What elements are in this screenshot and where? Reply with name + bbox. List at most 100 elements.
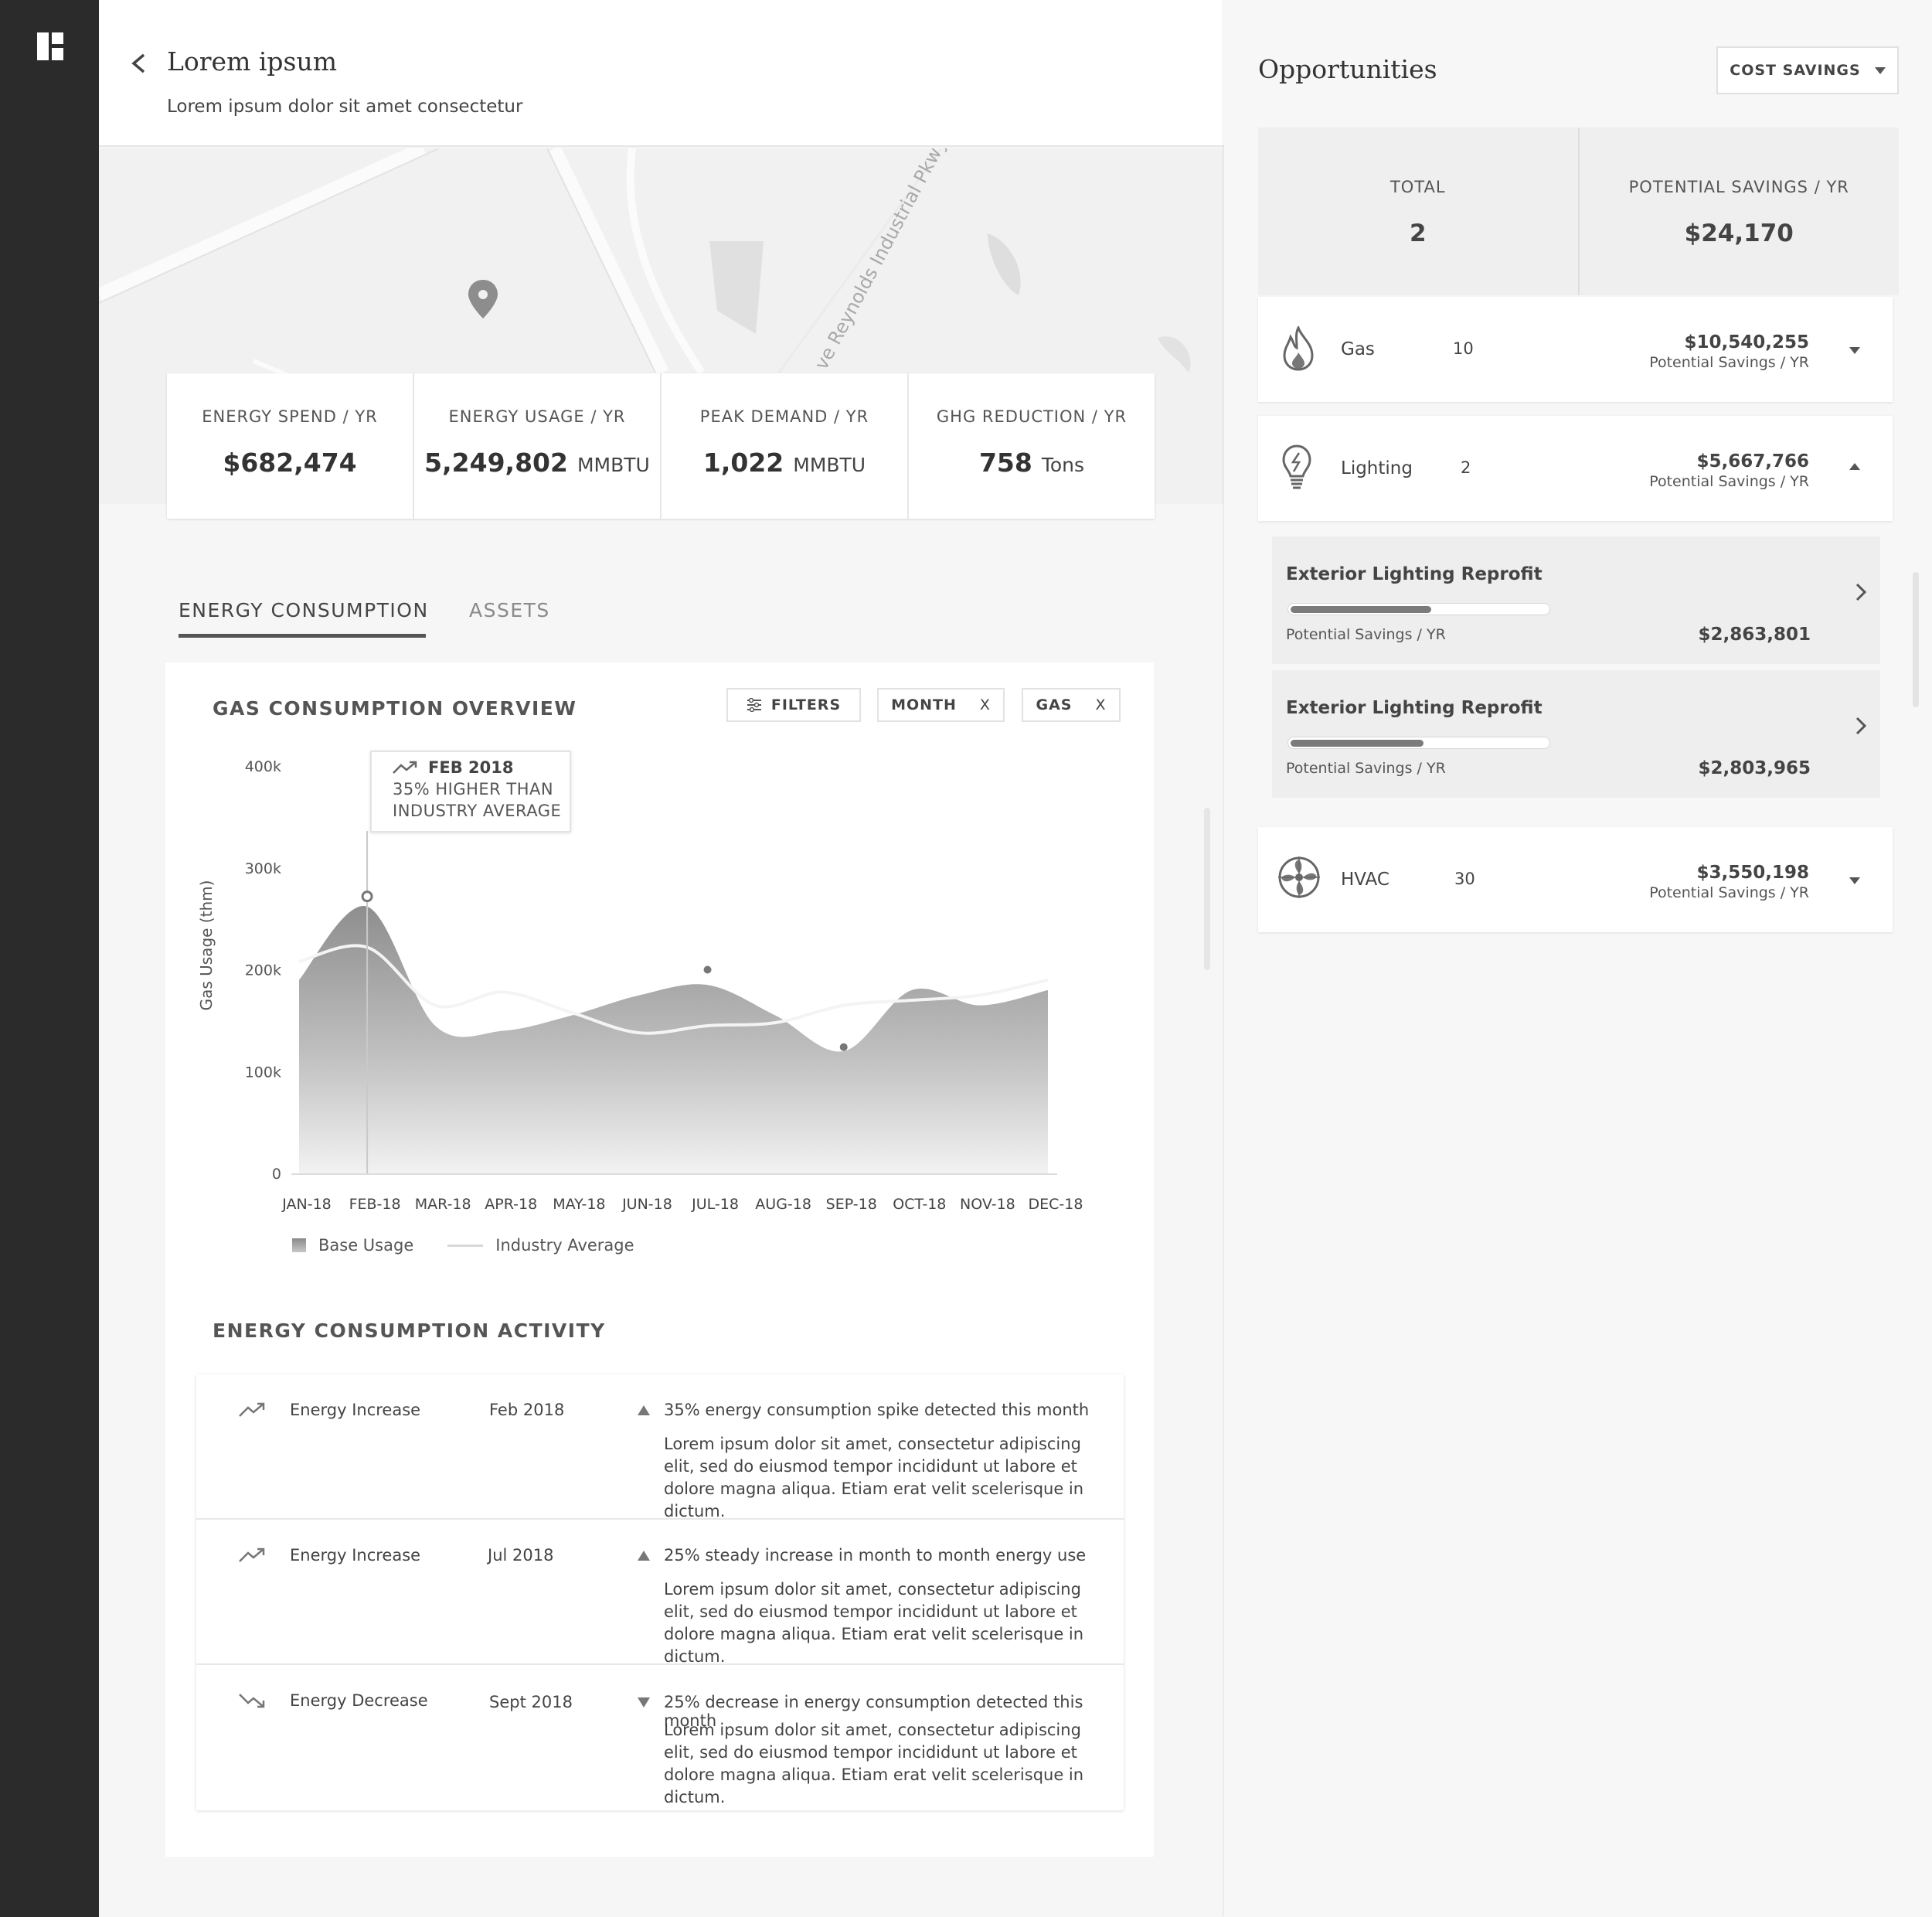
x-tick-label: OCT-18	[893, 1196, 946, 1213]
activity-type: Energy Decrease	[290, 1691, 428, 1710]
activity-description: Lorem ipsum dolor sit amet, consectetur …	[664, 1721, 1084, 1806]
total-value: 2	[1409, 220, 1427, 247]
total-savings: POTENTIAL SAVINGS / YR $24,170	[1577, 128, 1900, 295]
trend-up-icon	[239, 1548, 265, 1562]
lighting-sub-item[interactable]: Exterior Lighting Reprofit Potential Sav…	[1272, 536, 1880, 664]
stat-value: 5,249,802 MMBTU	[424, 448, 650, 478]
activity-date: Jul 2018	[488, 1546, 554, 1565]
opportunity-amount: $3,550,198	[1696, 863, 1809, 883]
filters-button[interactable]: FILTERS	[726, 688, 861, 722]
activity-row[interactable]: Energy Increase Jul 2018 25% steady incr…	[196, 1520, 1124, 1666]
total-label: POTENTIAL SAVINGS / YR	[1628, 178, 1849, 196]
savings-progress-fill	[1291, 740, 1423, 747]
legend-swatch-base-usage	[292, 1238, 306, 1252]
stat-value: $682,474	[223, 448, 357, 478]
active-tab-underline	[179, 634, 426, 638]
y-tick-label: 300k	[245, 860, 281, 877]
stat-label: PEAK DEMAND / YR	[699, 407, 869, 426]
sub-item-title: Exterior Lighting Reprofit	[1286, 564, 1543, 584]
stat-value: 1,022 MMBTU	[702, 448, 866, 478]
sub-item-label: Potential Savings / YR	[1286, 760, 1446, 777]
page-title: Lorem ipsum	[167, 46, 338, 77]
back-arrow-icon[interactable]	[130, 53, 147, 74]
stat-label: ENERGY SPEND / YR	[202, 407, 378, 426]
main-scrollbar[interactable]	[1204, 808, 1210, 970]
total-value: $24,170	[1684, 220, 1794, 247]
activity-headline: 35% energy consumption spike detected th…	[664, 1401, 1090, 1419]
filter-chip-gas[interactable]: GAS X	[1022, 688, 1121, 722]
sub-item-label: Potential Savings / YR	[1286, 626, 1446, 643]
caret-down-icon	[1874, 66, 1886, 74]
cost-savings-dropdown[interactable]: COST SAVINGS	[1716, 46, 1899, 94]
trend-up-icon	[239, 1402, 265, 1417]
filter-chip-month[interactable]: MONTH X	[877, 688, 1005, 722]
x-tick-label: DEC-18	[1029, 1196, 1083, 1213]
tab-energy-consumption[interactable]: ENERGY CONSUMPTION	[179, 599, 429, 621]
opportunity-row-hvac[interactable]: HVAC 30 $3,550,198 Potential Savings / Y…	[1258, 827, 1893, 932]
chart-tooltip: FEB 2018 35% HIGHER THAN INDUSTRY AVERAG…	[370, 751, 571, 833]
flame-icon	[1283, 326, 1314, 371]
chart-legend: Base Usage Industry Average	[292, 1236, 634, 1255]
trend-up-icon	[393, 761, 417, 774]
x-tick-label: FEB-18	[349, 1196, 401, 1213]
dashboard-logo-icon[interactable]	[37, 32, 63, 60]
chart-highlight-point[interactable]	[703, 965, 712, 974]
total-count: TOTAL 2	[1258, 128, 1578, 295]
chip-close-icon[interactable]: X	[1095, 696, 1107, 713]
stat-value: 758 Tons	[978, 448, 1085, 478]
trend-down-icon	[239, 1694, 265, 1708]
sub-item-value: $2,803,965	[1698, 758, 1811, 778]
opportunity-amount: $10,540,255	[1684, 332, 1809, 352]
chevron-right-icon[interactable]	[1855, 717, 1866, 735]
stat-card-energy-usage: ENERGY USAGE / YR 5,249,802 MMBTU	[414, 373, 662, 519]
lighting-sub-item[interactable]: Exterior Lighting Reprofit Potential Sav…	[1272, 670, 1880, 798]
caret-up-icon	[638, 1405, 650, 1415]
savings-progress-bar	[1287, 603, 1550, 615]
collapse-caret-up-icon[interactable]	[1849, 463, 1860, 470]
gas-consumption-chart: 0 100k 200k 300k 400k JAN-18 FEB-18 MAR-18 APR-…	[197, 758, 1083, 1213]
activity-date: Feb 2018	[489, 1401, 565, 1419]
right-scrollbar[interactable]	[1913, 572, 1919, 707]
tab-assets[interactable]: ASSETS	[469, 599, 550, 621]
tooltip-line-2: INDUSTRY AVERAGE	[393, 802, 562, 820]
page-subtitle: Lorem ipsum dolor sit amet consectetur	[167, 97, 523, 117]
opportunity-amount-label: Potential Savings / YR	[1649, 884, 1809, 901]
expand-caret-down-icon[interactable]	[1849, 877, 1860, 884]
activity-date: Sept 2018	[489, 1693, 573, 1711]
opportunity-row-lighting[interactable]: Lighting 2 $5,667,766 Potential Savings …	[1258, 416, 1893, 521]
stat-label: GHG REDUCTION / YR	[936, 407, 1128, 426]
x-tick-label: APR-18	[485, 1196, 537, 1213]
base-usage-area	[299, 906, 1048, 1173]
opportunity-name: Gas	[1341, 339, 1375, 359]
stat-card-ghg-reduction: GHG REDUCTION / YR 758 Tons	[909, 373, 1155, 519]
activity-description: Lorem ipsum dolor sit amet, consectetur …	[664, 1580, 1084, 1666]
industry-average-line	[298, 944, 1049, 1035]
x-tick-label: JUN-18	[621, 1196, 672, 1213]
y-tick-label: 400k	[245, 758, 281, 775]
legend-swatch-industry-average	[447, 1244, 484, 1247]
opportunity-count: 10	[1453, 339, 1474, 358]
opportunity-amount-label: Potential Savings / YR	[1649, 473, 1809, 490]
opportunity-row-gas[interactable]: Gas 10 $10,540,255 Potential Savings / Y…	[1258, 297, 1893, 402]
chart-highlight-point[interactable]	[361, 890, 373, 903]
savings-progress-fill	[1291, 606, 1431, 613]
tooltip-line-1: 35% HIGHER THAN	[393, 780, 554, 798]
chevron-right-icon[interactable]	[1855, 583, 1866, 601]
expand-caret-down-icon[interactable]	[1849, 347, 1860, 354]
x-tick-label: MAR-18	[415, 1196, 471, 1213]
map-pin-icon[interactable]	[468, 280, 498, 318]
stat-unit: MMBTU	[577, 454, 650, 476]
sub-item-value: $2,863,801	[1698, 625, 1811, 645]
chart-highlight-point[interactable]	[839, 1043, 848, 1051]
opportunity-amount-label: Potential Savings / YR	[1649, 354, 1809, 371]
chip-close-icon[interactable]: X	[979, 696, 991, 713]
savings-progress-bar	[1287, 737, 1550, 749]
opportunities-title: Opportunities	[1258, 54, 1437, 84]
activity-row[interactable]: Energy Increase Feb 2018 35% energy cons…	[196, 1374, 1124, 1520]
opportunity-count: 2	[1461, 458, 1471, 477]
stat-label: ENERGY USAGE / YR	[448, 407, 626, 426]
opportunity-count: 30	[1454, 870, 1475, 888]
activity-row[interactable]: Energy Decrease Sept 2018 25% decrease i…	[196, 1665, 1124, 1810]
stat-unit: Tons	[1041, 454, 1085, 476]
activity-headline: 25% decrease in energy consumption detec…	[664, 1693, 1083, 1730]
